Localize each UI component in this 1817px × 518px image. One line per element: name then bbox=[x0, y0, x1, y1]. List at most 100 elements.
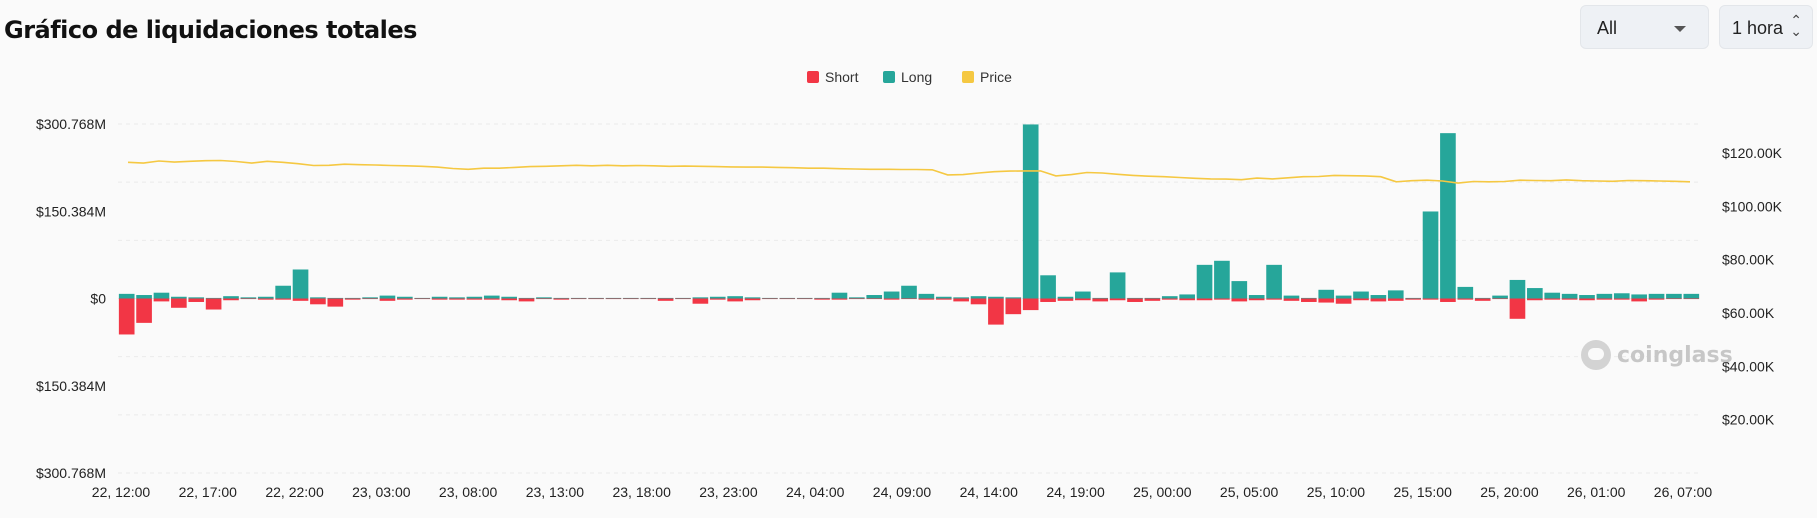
x-tick-label: 23, 23:00 bbox=[699, 484, 758, 500]
short-bar bbox=[1057, 298, 1074, 301]
long-bar bbox=[918, 293, 935, 299]
long-bar bbox=[1040, 275, 1056, 299]
y-tick-label-right: $120.00K bbox=[1722, 145, 1783, 161]
short-bar bbox=[988, 298, 1004, 325]
short-bar bbox=[1301, 298, 1317, 302]
long-bar bbox=[1075, 291, 1091, 299]
short-bar bbox=[1561, 298, 1578, 300]
legend-item: Price bbox=[980, 69, 1012, 85]
short-bar bbox=[1266, 298, 1282, 300]
long-bar bbox=[1440, 133, 1456, 299]
long-bar bbox=[518, 297, 535, 299]
long-bar bbox=[709, 296, 726, 299]
short-bar bbox=[1370, 298, 1387, 302]
short-bar bbox=[744, 298, 761, 301]
short-bar bbox=[570, 298, 587, 300]
short-bar bbox=[136, 298, 152, 323]
legend-swatch bbox=[807, 71, 819, 83]
short-bar bbox=[1527, 298, 1543, 301]
short-bar bbox=[657, 298, 674, 301]
long-bar bbox=[762, 297, 778, 299]
long-bar bbox=[692, 297, 709, 299]
short-bar bbox=[796, 298, 813, 300]
long-bar bbox=[883, 291, 900, 299]
short-bar bbox=[883, 298, 900, 300]
short-bar bbox=[310, 298, 326, 305]
x-tick-label: 23, 18:00 bbox=[612, 484, 671, 500]
short-bar bbox=[118, 298, 135, 335]
long-bar bbox=[1544, 292, 1561, 299]
short-bar bbox=[1231, 298, 1248, 302]
up-down-chevron-icon: ⌃ ⌄ bbox=[1790, 12, 1802, 39]
short-bar bbox=[275, 298, 291, 300]
filter-select[interactable]: All bbox=[1580, 5, 1709, 49]
long-bar bbox=[1370, 295, 1387, 299]
long-bar bbox=[988, 296, 1004, 299]
long-bar bbox=[1474, 297, 1491, 299]
short-bar bbox=[1509, 298, 1526, 319]
short-bar bbox=[240, 298, 257, 300]
long-bar bbox=[431, 296, 448, 299]
long-bar bbox=[831, 292, 848, 299]
long-bar bbox=[1092, 297, 1109, 299]
long-bar bbox=[501, 296, 517, 299]
short-bar bbox=[1666, 298, 1682, 300]
liquidation-chart: $300.768M $150.384M $0 $150.384M $300.768M $1… bbox=[36, 69, 1783, 500]
x-tick-label: 25, 05:00 bbox=[1220, 484, 1279, 500]
short-bar bbox=[205, 298, 222, 310]
long-bar bbox=[136, 295, 152, 299]
price-line bbox=[127, 159, 1691, 184]
long-bar bbox=[466, 296, 483, 299]
short-bar bbox=[1040, 298, 1056, 302]
short-bar bbox=[588, 298, 604, 300]
long-bar bbox=[1561, 293, 1578, 299]
long-bar bbox=[1214, 260, 1230, 299]
long-bar bbox=[1353, 291, 1369, 299]
long-bar bbox=[1266, 264, 1282, 299]
long-bar bbox=[118, 293, 135, 299]
short-bar bbox=[466, 298, 483, 300]
short-bar bbox=[1440, 298, 1456, 302]
short-bar bbox=[1248, 298, 1265, 301]
y-tick-label-right: $100.00K bbox=[1722, 198, 1783, 214]
short-bar bbox=[709, 298, 726, 300]
interval-select[interactable]: 1 hora ⌃ ⌄ bbox=[1719, 5, 1813, 49]
short-bar bbox=[1457, 298, 1474, 300]
short-bar bbox=[762, 298, 778, 300]
short-bar bbox=[1405, 298, 1421, 300]
short-bar bbox=[675, 298, 691, 300]
short-bar bbox=[779, 298, 796, 300]
long-bar bbox=[1579, 295, 1595, 299]
watermark-text: coinglass bbox=[1617, 342, 1733, 368]
short-bar bbox=[1005, 298, 1022, 315]
long-bar bbox=[240, 297, 257, 299]
long-bar bbox=[153, 292, 170, 299]
y-tick-label-left: $300.768M bbox=[36, 465, 106, 481]
long-bar bbox=[1335, 295, 1352, 299]
long-bar bbox=[379, 295, 396, 299]
long-bar bbox=[1457, 286, 1474, 299]
short-bar bbox=[414, 298, 431, 300]
x-tick-label: 25, 15:00 bbox=[1393, 484, 1452, 500]
legend-swatch bbox=[962, 71, 974, 83]
short-bar bbox=[518, 298, 535, 302]
x-tick-label: 25, 00:00 bbox=[1133, 484, 1192, 500]
long-bar bbox=[675, 297, 691, 299]
short-bar bbox=[692, 298, 709, 304]
short-bar bbox=[397, 298, 413, 300]
short-bar bbox=[1022, 298, 1039, 311]
long-bar bbox=[1509, 279, 1526, 299]
caret-down-icon bbox=[1674, 26, 1686, 32]
short-bar bbox=[153, 298, 170, 302]
long-bar bbox=[1405, 297, 1421, 299]
short-bar bbox=[831, 298, 848, 300]
long-bar bbox=[588, 297, 604, 299]
short-bar bbox=[605, 298, 622, 300]
y-tick-label-left: $0 bbox=[90, 291, 106, 307]
x-tick-label: 26, 01:00 bbox=[1567, 484, 1626, 500]
short-bar bbox=[849, 298, 865, 300]
short-bar bbox=[327, 298, 344, 307]
short-bar bbox=[814, 298, 830, 300]
long-bar bbox=[1161, 296, 1178, 299]
long-bar bbox=[1422, 211, 1439, 299]
